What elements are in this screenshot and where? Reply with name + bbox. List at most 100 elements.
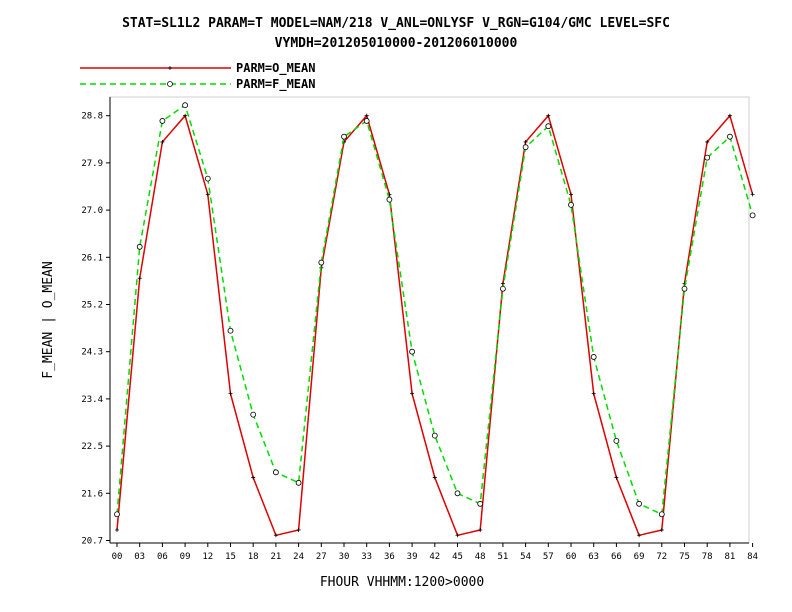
data-point bbox=[137, 276, 142, 281]
x-tick-label: 00 bbox=[112, 552, 123, 562]
data-point bbox=[159, 118, 166, 124]
legend-marker bbox=[167, 81, 173, 87]
x-tick-label: 30 bbox=[339, 552, 350, 562]
x-tick-label: 18 bbox=[248, 552, 259, 562]
data-point bbox=[364, 113, 369, 118]
data-point bbox=[363, 118, 370, 124]
data-point bbox=[136, 243, 143, 250]
x-tick-label: 36 bbox=[384, 552, 395, 562]
series-layer bbox=[114, 102, 756, 538]
x-tick-label: 39 bbox=[407, 552, 418, 562]
data-point bbox=[704, 154, 711, 161]
data-point bbox=[115, 528, 119, 533]
series-line-2 bbox=[116, 104, 754, 516]
x-tick-label: 21 bbox=[270, 552, 281, 562]
y-tick-label: 26.1 bbox=[81, 253, 103, 263]
chart-subtitle: VYMDH=201205010000-201206010000 bbox=[274, 36, 518, 51]
x-tick-label: 72 bbox=[656, 552, 667, 562]
x-tick-label: 84 bbox=[747, 552, 758, 562]
data-point bbox=[341, 133, 347, 140]
data-point bbox=[591, 391, 596, 396]
data-point bbox=[431, 432, 438, 439]
data-point bbox=[295, 479, 302, 486]
data-point bbox=[386, 196, 393, 203]
data-point bbox=[523, 139, 528, 144]
data-point bbox=[637, 533, 642, 538]
x-tick-label: 51 bbox=[497, 552, 508, 562]
data-point bbox=[569, 192, 573, 197]
data-point bbox=[499, 285, 506, 292]
data-point bbox=[409, 348, 416, 355]
data-point bbox=[750, 192, 755, 197]
data-point bbox=[114, 511, 120, 518]
legend-marker bbox=[168, 66, 172, 70]
data-point bbox=[273, 533, 278, 538]
y-tick-label: 20.7 bbox=[81, 537, 103, 547]
data-point bbox=[546, 113, 551, 118]
data-point bbox=[614, 475, 619, 480]
x-tick-label: 54 bbox=[520, 552, 531, 562]
data-point bbox=[205, 192, 210, 197]
series-line-1 bbox=[116, 114, 754, 537]
y-tick-label: 25.2 bbox=[81, 301, 103, 311]
data-point bbox=[410, 391, 415, 396]
data-point bbox=[636, 500, 642, 507]
legend-label-2: PARM=F_MEAN bbox=[236, 77, 315, 92]
x-tick-label: 81 bbox=[724, 552, 735, 562]
x-tick-label: 15 bbox=[225, 552, 236, 562]
y-tick-label: 24.3 bbox=[81, 348, 103, 358]
data-point bbox=[478, 528, 483, 533]
data-point bbox=[160, 139, 165, 144]
x-tick-label: 63 bbox=[588, 552, 599, 562]
data-point bbox=[204, 175, 211, 182]
data-point bbox=[522, 144, 529, 151]
x-tick-label: 69 bbox=[634, 552, 645, 562]
legend-label-1: PARM=O_MEAN bbox=[236, 61, 315, 76]
y-tick-label: 22.5 bbox=[81, 442, 103, 452]
data-point bbox=[272, 469, 279, 476]
x-tick-label: 57 bbox=[543, 552, 554, 562]
x-tick-label: 12 bbox=[202, 552, 213, 562]
y-tick-label: 28.8 bbox=[81, 112, 103, 122]
data-point bbox=[227, 327, 234, 334]
axes: 20.7 21.6 22.5 23.4 24.3 25.2 26.1 27.0 27.9 28.8… bbox=[81, 97, 758, 562]
data-point bbox=[477, 500, 484, 507]
data-point bbox=[727, 133, 733, 140]
data-point bbox=[749, 212, 756, 219]
x-tick-label: 45 bbox=[452, 552, 463, 562]
data-point bbox=[432, 475, 437, 480]
data-point bbox=[250, 411, 257, 418]
data-point bbox=[228, 391, 233, 396]
data-point bbox=[182, 102, 189, 109]
x-tick-label: 09 bbox=[180, 552, 191, 562]
data-point bbox=[705, 139, 710, 144]
y-tick-label: 21.6 bbox=[81, 489, 103, 499]
x-tick-label: 27 bbox=[316, 552, 327, 562]
x-tick-label: 24 bbox=[293, 552, 304, 562]
data-point bbox=[318, 259, 325, 266]
data-point bbox=[590, 354, 597, 360]
y-axis-label: F_MEAN | O_MEAN bbox=[41, 261, 56, 378]
data-point bbox=[658, 511, 665, 518]
data-point bbox=[545, 123, 552, 130]
y-tick-label: 27.0 bbox=[81, 206, 103, 216]
chart-title: STAT=SL1L2 PARAM=T MODEL=NAM/218 V_ANL=O… bbox=[122, 16, 670, 31]
x-tick-label: 42 bbox=[429, 552, 440, 562]
data-point bbox=[681, 285, 688, 292]
x-tick-label: 48 bbox=[475, 552, 486, 562]
data-point bbox=[613, 437, 620, 444]
data-point bbox=[296, 528, 301, 533]
x-tick-label: 03 bbox=[134, 552, 145, 562]
data-point bbox=[659, 528, 664, 533]
data-point bbox=[568, 201, 574, 208]
x-axis-label: FHOUR VHHMM:1200>0000 bbox=[320, 575, 484, 590]
data-point bbox=[727, 113, 732, 118]
x-tick-label: 06 bbox=[157, 552, 168, 562]
data-point bbox=[455, 533, 460, 538]
x-tick-label: 75 bbox=[679, 552, 690, 562]
x-tick-label: 60 bbox=[566, 552, 577, 562]
data-point bbox=[251, 475, 256, 480]
x-tick-label: 78 bbox=[702, 552, 713, 562]
